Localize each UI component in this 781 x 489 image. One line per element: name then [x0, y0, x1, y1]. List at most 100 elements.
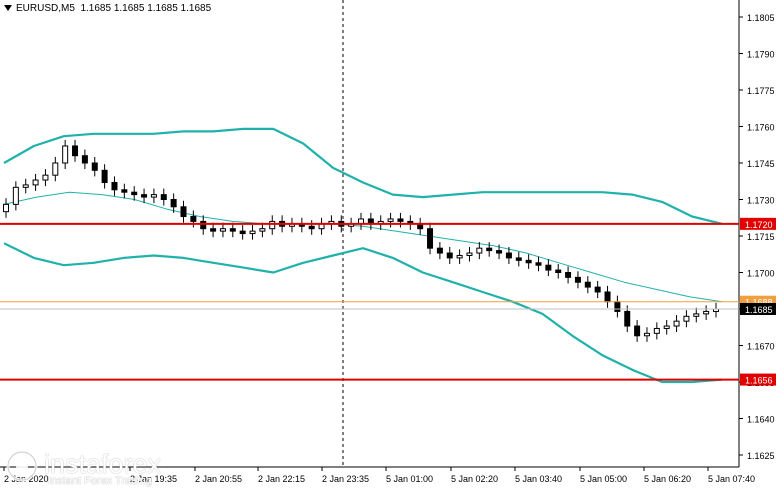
- candle-body: [249, 230, 256, 235]
- candle-body: [634, 325, 641, 337]
- current-price-label: 1.1685: [745, 305, 773, 315]
- candle-body: [545, 264, 552, 271]
- candle-body: [693, 313, 700, 317]
- candle-body: [565, 272, 572, 278]
- levels-layer[interactable]: 1.1720 1.1688 1.1656 1.1685: [0, 217, 776, 386]
- instaforex-logo: [2, 444, 178, 489]
- candle-body: [12, 186, 19, 205]
- candle-body: [200, 220, 207, 230]
- candle-body: [210, 228, 217, 232]
- time-label: 2 Jan 20:55: [195, 474, 242, 484]
- candles-layer: [3, 139, 719, 342]
- bollinger-upper-band: [3, 127, 723, 225]
- price-label: 1.1760: [747, 123, 775, 133]
- candle-body: [673, 320, 680, 327]
- time-label: 2 Jan 22:15: [258, 474, 305, 484]
- candle-body: [141, 194, 148, 198]
- candle-body: [466, 252, 473, 256]
- bid-level-label: 1.1688: [745, 298, 773, 308]
- candle-body: [525, 259, 532, 264]
- candle-body: [219, 228, 226, 232]
- candle-body: [52, 162, 59, 176]
- candle-body: [643, 332, 650, 337]
- candle-body: [476, 247, 483, 254]
- candle-body: [496, 250, 503, 254]
- candle-body: [101, 169, 108, 183]
- candle-body: [446, 252, 453, 259]
- candle-body: [436, 247, 443, 254]
- price-label: 1.1670: [747, 342, 775, 352]
- candle-body: [555, 269, 562, 274]
- candle-body: [160, 194, 167, 200]
- candle-body: [269, 220, 276, 230]
- candle-body: [663, 325, 670, 329]
- candle-body: [505, 252, 512, 259]
- candle-body: [604, 291, 611, 303]
- candle-body: [131, 191, 138, 196]
- resistance-level-tag: [740, 217, 776, 230]
- candle-body: [259, 228, 266, 232]
- candle-body: [614, 301, 621, 312]
- candle-body: [180, 206, 187, 218]
- price-label: 1.1640: [747, 415, 775, 425]
- candle-body: [150, 194, 157, 198]
- current-price-tag: [740, 303, 776, 315]
- time-label: 5 Jan 01:00: [386, 474, 433, 484]
- price-label: 1.1715: [747, 232, 775, 242]
- candle-body: [121, 189, 128, 193]
- time-label: 5 Jan 05:00: [580, 474, 627, 484]
- resistance-level-label: 1.1720: [745, 220, 773, 230]
- price-label: 1.1805: [747, 13, 775, 23]
- candle-body: [42, 174, 49, 181]
- candle-body: [170, 199, 177, 208]
- support-level-tag: [740, 373, 776, 386]
- indicator-layer: [3, 127, 723, 384]
- logo-tagline: Instant Forex Trading: [48, 475, 152, 487]
- time-label: 5 Jan 07:40: [708, 474, 755, 484]
- bollinger-lower-band: [3, 242, 723, 384]
- price-label: 1.1625: [747, 451, 775, 461]
- candle-body: [683, 315, 690, 322]
- candle-body: [594, 286, 601, 293]
- candle-body: [62, 145, 69, 164]
- time-label: 5 Jan 06:20: [644, 474, 691, 484]
- candle-body: [456, 254, 463, 259]
- symbol-label: EURUSD,M5: [16, 3, 75, 14]
- time-label: 2 Jan 23:35: [322, 474, 369, 484]
- candle-body: [624, 310, 631, 327]
- candle-body: [22, 184, 29, 188]
- time-label: 5 Jan 02:20: [451, 474, 498, 484]
- logo-mark-icon: [6, 450, 38, 482]
- candle-body: [515, 257, 522, 261]
- moving-average-line: [3, 191, 723, 303]
- price-label: 1.1790: [747, 50, 775, 60]
- candle-body: [3, 203, 9, 213]
- time-label: 2 Jan 19:35: [130, 474, 177, 484]
- candle-body: [535, 262, 542, 266]
- candle-body: [81, 155, 88, 164]
- candle-body: [397, 218, 404, 222]
- support-level-label: 1.1656: [745, 376, 773, 386]
- candle-body: [653, 327, 660, 334]
- candle-body: [190, 216, 197, 222]
- time-label: 5 Jan 03:40: [515, 474, 562, 484]
- candle-body: [584, 281, 591, 288]
- candle-body: [574, 276, 581, 283]
- candle-body: [308, 225, 315, 230]
- candle-body: [111, 181, 118, 191]
- price-label: 1.1745: [747, 159, 775, 169]
- candle-body: [239, 230, 246, 235]
- dropdown-triangle-icon[interactable]: [4, 5, 12, 12]
- logo-brand-text: instaforex: [44, 449, 162, 479]
- candle-body: [703, 310, 710, 315]
- ohlc-values: 1.1685 1.1685 1.1685 1.1685: [80, 3, 212, 14]
- price-label: 1.1775: [747, 86, 775, 96]
- price-label: 1.1700: [747, 269, 775, 279]
- candle-body: [72, 145, 79, 157]
- candle-body: [486, 247, 493, 252]
- chart-title: EURUSD,M5 1.1685 1.1685 1.1685 1.1685: [4, 3, 211, 14]
- candle-body: [91, 162, 98, 171]
- candle-body: [229, 228, 236, 232]
